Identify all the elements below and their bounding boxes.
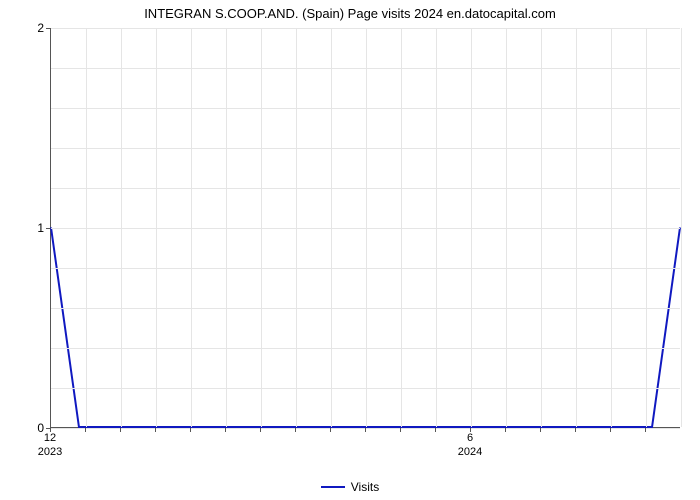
x-tick-mark	[225, 428, 226, 432]
legend: Visits	[0, 480, 700, 494]
x-tick-mark	[155, 428, 156, 432]
x-tick-label-year: 2023	[38, 446, 62, 458]
chart-title: INTEGRAN S.COOP.AND. (Spain) Page visits…	[0, 6, 700, 21]
legend-label: Visits	[351, 480, 379, 494]
visits-chart: INTEGRAN S.COOP.AND. (Spain) Page visits…	[0, 0, 700, 500]
gridline-vertical	[156, 28, 157, 427]
y-tick-label: 1	[30, 221, 44, 235]
gridline-vertical	[681, 28, 682, 427]
gridline-vertical	[611, 28, 612, 427]
x-tick-mark	[295, 428, 296, 432]
gridline-vertical	[436, 28, 437, 427]
x-tick-mark	[120, 428, 121, 432]
x-tick-mark	[400, 428, 401, 432]
gridline-vertical	[506, 28, 507, 427]
gridline-vertical	[576, 28, 577, 427]
gridline-vertical	[471, 28, 472, 427]
gridline-vertical	[191, 28, 192, 427]
gridline-vertical	[261, 28, 262, 427]
x-tick-label: 12	[44, 432, 56, 444]
gridline-vertical	[541, 28, 542, 427]
x-tick-label: 6	[467, 432, 473, 444]
gridline-vertical	[366, 28, 367, 427]
x-tick-mark	[190, 428, 191, 432]
x-tick-mark	[645, 428, 646, 432]
gridline-vertical	[86, 28, 87, 427]
x-tick-mark	[575, 428, 576, 432]
x-tick-mark	[540, 428, 541, 432]
y-tick-mark	[46, 28, 50, 29]
x-tick-mark	[330, 428, 331, 432]
x-tick-mark	[435, 428, 436, 432]
x-tick-mark	[365, 428, 366, 432]
legend-swatch	[321, 486, 345, 488]
y-tick-mark	[46, 228, 50, 229]
y-tick-label: 0	[30, 421, 44, 435]
y-tick-label: 2	[30, 21, 44, 35]
x-tick-mark	[505, 428, 506, 432]
gridline-vertical	[296, 28, 297, 427]
x-tick-label-year: 2024	[458, 446, 482, 458]
gridline-vertical	[401, 28, 402, 427]
gridline-vertical	[646, 28, 647, 427]
gridline-vertical	[121, 28, 122, 427]
gridline-vertical	[226, 28, 227, 427]
gridline-vertical	[331, 28, 332, 427]
x-tick-mark	[85, 428, 86, 432]
x-tick-mark	[610, 428, 611, 432]
plot-area	[50, 28, 680, 428]
x-tick-mark	[260, 428, 261, 432]
